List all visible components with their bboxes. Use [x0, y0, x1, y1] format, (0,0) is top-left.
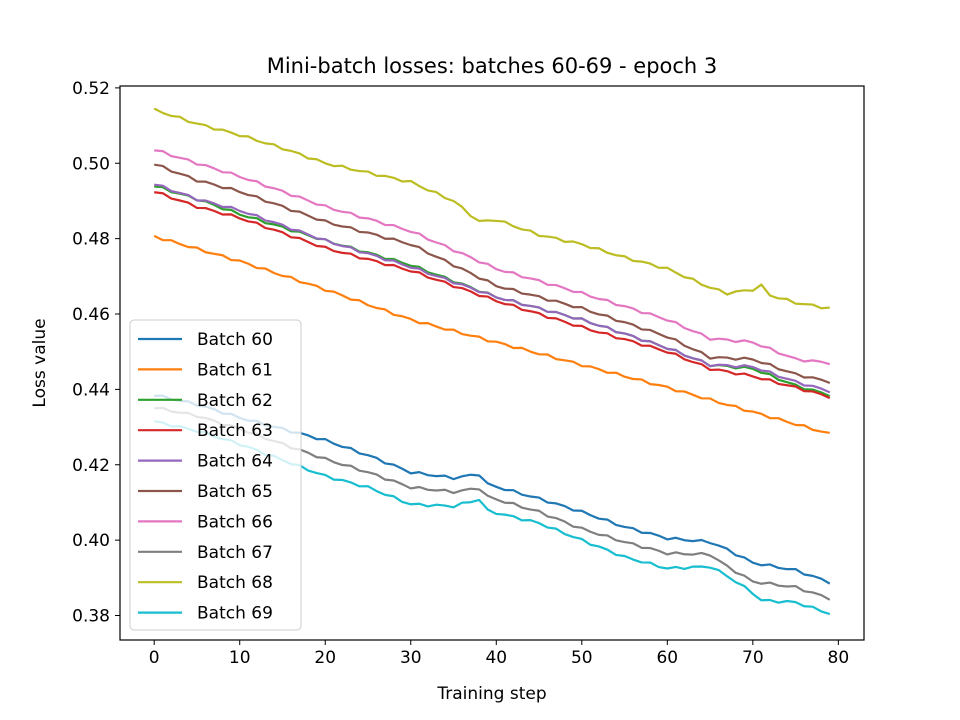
y-tick-label: 0.48	[72, 230, 110, 250]
series-line-batch-68	[153, 107, 830, 310]
series-line-batch-63	[154, 191, 831, 400]
series-line-batch-64	[154, 183, 831, 394]
legend-label: Batch 68	[197, 573, 273, 593]
x-tick-label: 30	[400, 648, 422, 668]
y-tick-label: 0.38	[72, 607, 110, 627]
legend-label: Batch 65	[197, 482, 273, 502]
y-tick-label: 0.50	[72, 154, 110, 174]
legend-label: Batch 64	[197, 452, 273, 472]
legend-label: Batch 60	[197, 330, 273, 350]
chart-title: Mini-batch losses: batches 60-69 - epoch…	[267, 54, 718, 78]
y-tick-label: 0.46	[72, 305, 110, 325]
series-line-batch-61	[153, 234, 830, 434]
x-tick-label: 0	[149, 648, 160, 668]
y-tick-label: 0.44	[72, 380, 110, 400]
legend-label: Batch 66	[197, 512, 273, 532]
x-tick-label: 60	[656, 648, 678, 668]
legend-label: Batch 67	[197, 543, 273, 563]
x-tick-label: 20	[314, 648, 336, 668]
plot-area-frame	[119, 85, 865, 641]
series-line-batch-66	[154, 149, 831, 366]
legend-label: Batch 62	[197, 391, 273, 411]
y-axis-title: Loss value	[30, 318, 50, 407]
series-layer	[153, 107, 831, 616]
y-tick-label: 0.40	[72, 531, 110, 551]
y-axis: 0.38 0.40 0.42 0.44 0.46 0.48 0.50 0.52	[72, 79, 120, 627]
legend: Batch 60 Batch 61 Batch 62 Batch 63 Batch 64…	[129, 319, 302, 631]
y-tick-label: 0.42	[72, 456, 110, 476]
x-tick-label: 50	[571, 648, 593, 668]
series-line-batch-65	[154, 163, 831, 385]
x-tick-label: 10	[229, 648, 251, 668]
legend-label: Batch 63	[197, 421, 273, 441]
x-axis: 0 10 20 30 40 50 60 70 80	[149, 640, 849, 668]
legend-label: Batch 69	[197, 604, 273, 624]
x-tick-label: 40	[485, 648, 507, 668]
x-tick-label: 80	[828, 648, 850, 668]
x-axis-title: Training step	[436, 684, 546, 704]
y-tick-label: 0.52	[72, 79, 110, 99]
x-tick-label: 70	[742, 648, 764, 668]
legend-label: Batch 61	[197, 360, 273, 380]
